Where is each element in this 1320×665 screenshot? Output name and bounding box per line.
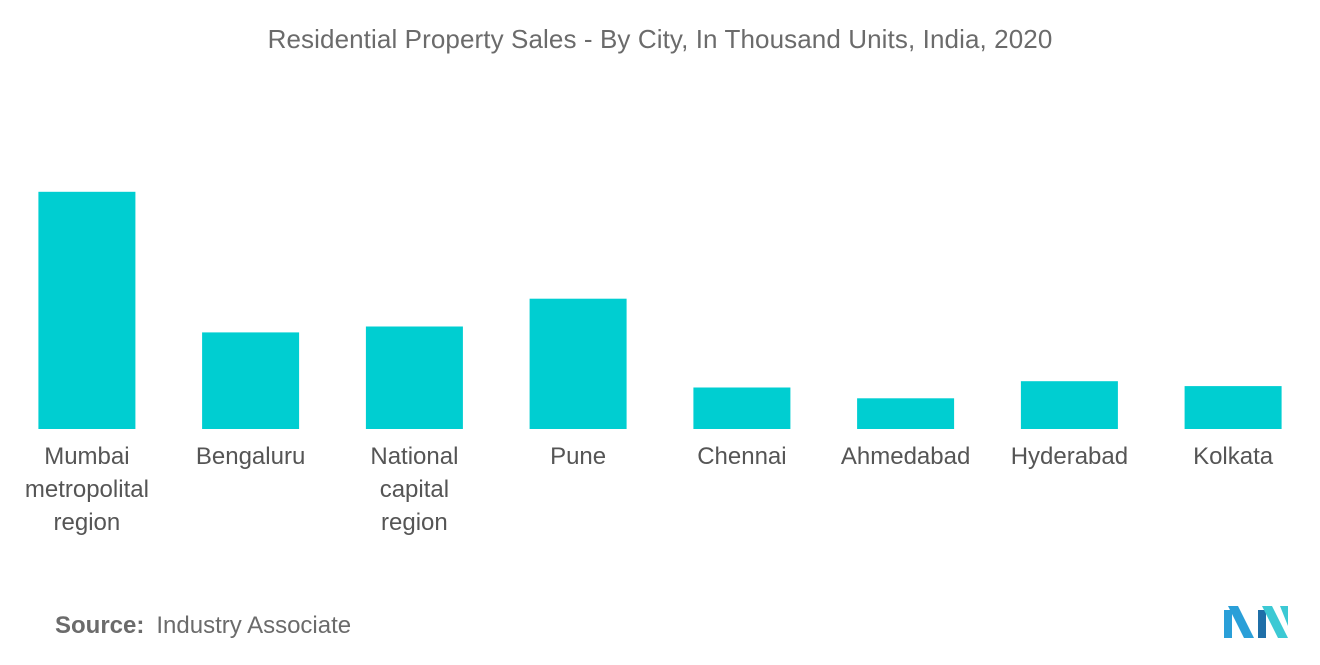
source-text: Industry Associate	[156, 612, 352, 639]
x-tick-label-line: region	[54, 509, 121, 536]
x-tick-label-line: National	[370, 443, 458, 470]
bar-0	[38, 191, 136, 429]
x-tick-label-line: capital	[380, 476, 449, 503]
x-tick-label-5: Ahmedabad	[841, 443, 970, 470]
bar-chart: Mumbai metropolital region Bengaluru Nationa…	[25, 191, 1282, 536]
x-tick-label-3: Pune	[550, 443, 606, 470]
bars-group	[38, 191, 1282, 429]
x-tick-label-6: Hyderabad	[1011, 443, 1128, 470]
x-tick-label-1: Bengaluru	[196, 443, 305, 470]
x-tick-label-line: metropolital	[25, 476, 149, 503]
bar-6	[1020, 381, 1118, 429]
chart-title: Residential Property Sales - By City, In…	[267, 24, 1053, 54]
x-tick-label-line: region	[381, 509, 448, 536]
x-tick-label-line: Mumbai	[44, 443, 129, 470]
bar-3	[529, 298, 627, 429]
x-tick-label-line: Ahmedabad	[841, 443, 970, 470]
x-tick-label-line: Pune	[550, 443, 606, 470]
bar-4	[693, 387, 791, 429]
source-label: Source:	[55, 612, 145, 639]
x-tick-label-line: Kolkata	[1193, 443, 1274, 470]
x-tick-label-7: Kolkata	[1193, 443, 1274, 470]
mordor-intelligence-logo-icon	[1224, 606, 1288, 638]
x-tick-label-4: Chennai	[697, 443, 786, 470]
bar-2	[365, 326, 463, 429]
bar-1	[202, 332, 300, 429]
x-tick-label-0: Mumbai metropolital region	[25, 443, 149, 536]
x-tick-label-line: Hyderabad	[1011, 443, 1128, 470]
x-tick-label-2: National capital region	[370, 443, 458, 536]
x-tick-label-line: Chennai	[697, 443, 786, 470]
x-axis-labels: Mumbai metropolital region Bengaluru Nationa…	[25, 443, 1274, 536]
source-note: Source: Industry Associate	[55, 612, 351, 640]
bar-5	[857, 398, 955, 429]
x-tick-label-line: Bengaluru	[196, 443, 305, 470]
bar-7	[1184, 386, 1282, 429]
